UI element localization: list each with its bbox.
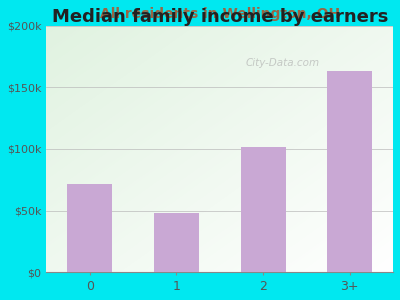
Text: City-Data.com: City-Data.com [245,58,319,68]
Bar [240,146,286,272]
Text: All residents in Wellington, OH: All residents in Wellington, OH [100,7,340,21]
Title: Median family income by earners: Median family income by earners [52,8,388,26]
Bar [327,71,372,272]
Bar [154,213,199,272]
Bar [67,184,112,272]
